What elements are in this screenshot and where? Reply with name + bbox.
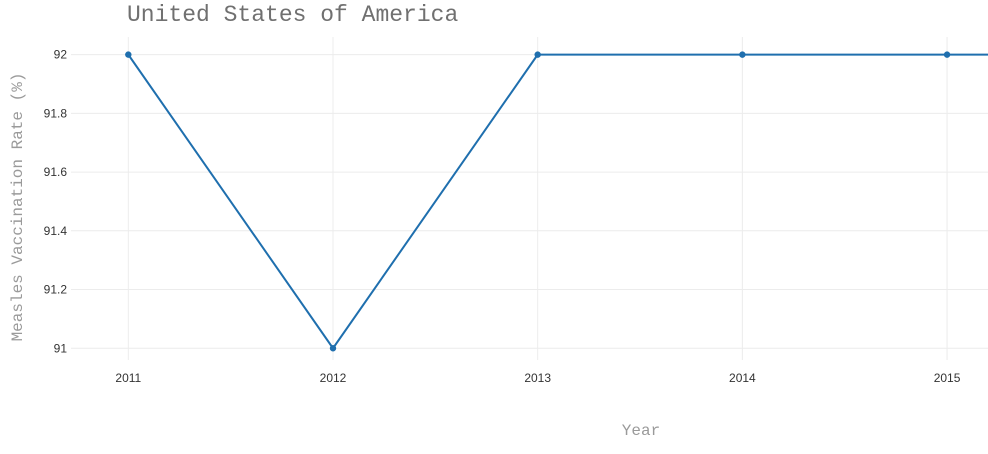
y-tick-label: 91 [54,341,68,355]
x-tick-label: 2012 [320,371,347,385]
y-tick-label: 92 [54,48,68,62]
y-tick-label: 91.8 [44,106,68,120]
chart-title: United States of America [127,2,458,28]
y-tick-label: 91.4 [44,224,68,238]
data-point [125,51,132,58]
series-layer [125,51,988,352]
data-point [534,51,541,58]
y-tick-label: 91.2 [44,283,68,297]
data-point [739,51,746,58]
x-axis-title: Year [622,422,660,440]
y-axis-title: Measles Vaccination Rate (%) [9,73,27,342]
y-gridlines [71,54,988,349]
data-point [329,345,337,352]
y-tick-labels: 91 91.2 91.4 91.6 91.8 92 [44,48,68,356]
data-point [943,51,951,58]
x-tick-label: 2015 [934,371,961,385]
x-tick-labels: 2011 2012 2013 2014 2015 [115,371,960,385]
x-tick-label: 2014 [729,371,756,385]
x-tick-label: 2011 [115,371,141,385]
x-tick-label: 2013 [524,371,551,385]
x-gridlines [127,37,948,360]
y-tick-label: 91.6 [44,165,68,179]
series-line [127,53,988,350]
